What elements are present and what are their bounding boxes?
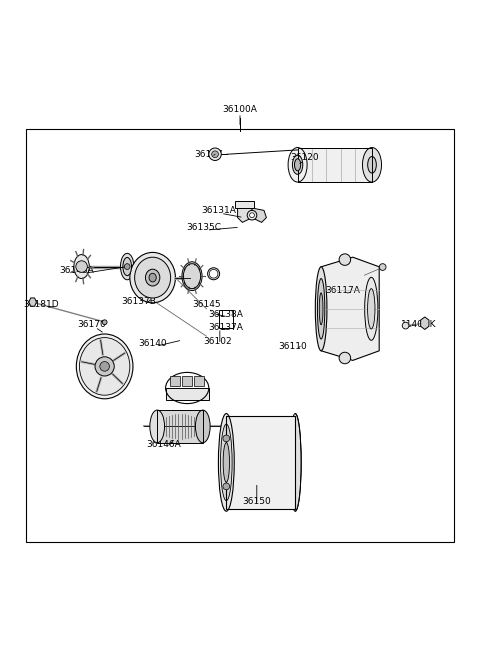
Ellipse shape: [319, 293, 323, 325]
Text: 36137B: 36137B: [122, 297, 156, 306]
Ellipse shape: [76, 334, 133, 399]
Text: 36110: 36110: [278, 342, 307, 351]
Circle shape: [339, 254, 350, 266]
Circle shape: [100, 361, 109, 371]
Ellipse shape: [79, 338, 130, 395]
Text: 36181D: 36181D: [23, 300, 59, 310]
Ellipse shape: [220, 424, 232, 501]
Ellipse shape: [223, 443, 229, 482]
Polygon shape: [252, 208, 266, 222]
Ellipse shape: [74, 255, 89, 279]
Circle shape: [212, 151, 218, 157]
Polygon shape: [29, 298, 36, 306]
Ellipse shape: [130, 253, 176, 303]
Ellipse shape: [288, 148, 307, 182]
Text: 36117A: 36117A: [326, 286, 360, 295]
Circle shape: [95, 357, 114, 376]
Ellipse shape: [365, 277, 378, 340]
Ellipse shape: [123, 257, 132, 276]
Ellipse shape: [315, 267, 327, 351]
Polygon shape: [298, 148, 372, 182]
Ellipse shape: [207, 268, 220, 279]
Text: 36137A: 36137A: [208, 323, 243, 333]
Circle shape: [209, 270, 218, 278]
Ellipse shape: [134, 257, 171, 298]
Text: 36146A: 36146A: [146, 440, 180, 449]
Polygon shape: [321, 257, 379, 360]
Ellipse shape: [317, 279, 325, 339]
Ellipse shape: [295, 159, 300, 171]
Ellipse shape: [289, 413, 301, 511]
Circle shape: [76, 261, 87, 272]
Text: 36145: 36145: [192, 300, 221, 310]
Polygon shape: [235, 201, 254, 208]
Polygon shape: [170, 376, 180, 386]
Polygon shape: [157, 410, 203, 443]
Ellipse shape: [182, 262, 202, 291]
Ellipse shape: [368, 157, 376, 173]
Circle shape: [223, 435, 229, 441]
Circle shape: [223, 483, 229, 490]
Ellipse shape: [120, 253, 134, 279]
Polygon shape: [182, 376, 192, 386]
Text: 36143A: 36143A: [60, 266, 94, 275]
Polygon shape: [166, 388, 209, 400]
Circle shape: [339, 352, 350, 364]
Text: 36120: 36120: [290, 153, 319, 162]
Text: 36170: 36170: [77, 319, 106, 329]
Ellipse shape: [218, 413, 234, 511]
Text: 36138A: 36138A: [208, 310, 243, 319]
Circle shape: [209, 148, 221, 161]
Text: 36150: 36150: [242, 497, 271, 506]
Polygon shape: [238, 208, 252, 222]
Circle shape: [247, 211, 257, 220]
Ellipse shape: [145, 269, 160, 286]
Ellipse shape: [149, 274, 156, 282]
Circle shape: [124, 264, 130, 270]
Polygon shape: [194, 376, 204, 386]
Circle shape: [379, 264, 386, 270]
Ellipse shape: [362, 148, 382, 182]
Circle shape: [250, 213, 254, 218]
Circle shape: [102, 320, 107, 325]
Text: 36131A: 36131A: [201, 206, 236, 215]
Bar: [26, 129, 454, 542]
Circle shape: [402, 322, 409, 329]
Ellipse shape: [292, 155, 303, 174]
Text: 36135C: 36135C: [187, 222, 221, 232]
Text: 1140HK: 1140HK: [401, 319, 436, 329]
Text: 36140: 36140: [138, 339, 167, 348]
Bar: [219, 310, 233, 328]
Text: 36102: 36102: [203, 337, 232, 346]
Polygon shape: [420, 317, 429, 329]
Polygon shape: [226, 416, 295, 509]
Text: 36127: 36127: [194, 150, 223, 159]
Ellipse shape: [195, 410, 210, 443]
Ellipse shape: [150, 410, 165, 443]
Ellipse shape: [368, 289, 375, 329]
Text: 36100A: 36100A: [223, 105, 257, 114]
